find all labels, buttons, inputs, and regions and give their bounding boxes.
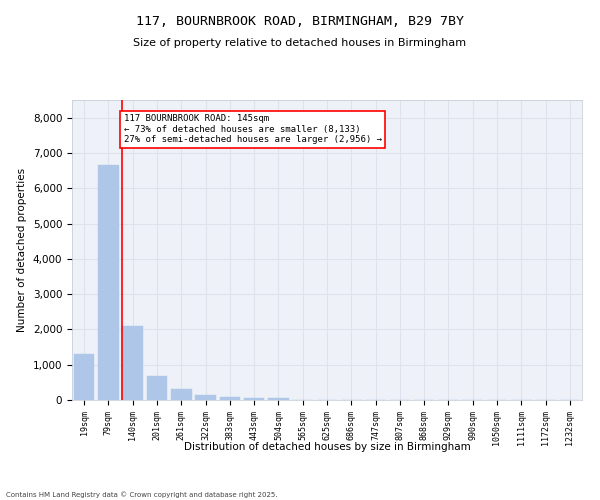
Bar bbox=[122, 326, 143, 400]
Bar bbox=[220, 396, 240, 400]
Y-axis label: Number of detached properties: Number of detached properties bbox=[17, 168, 27, 332]
Bar bbox=[171, 389, 191, 400]
Bar bbox=[74, 354, 94, 400]
Text: Size of property relative to detached houses in Birmingham: Size of property relative to detached ho… bbox=[133, 38, 467, 48]
Bar bbox=[244, 398, 265, 400]
Text: 117 BOURNBROOK ROAD: 145sqm
← 73% of detached houses are smaller (8,133)
27% of : 117 BOURNBROOK ROAD: 145sqm ← 73% of det… bbox=[124, 114, 382, 144]
Text: Distribution of detached houses by size in Birmingham: Distribution of detached houses by size … bbox=[184, 442, 470, 452]
Bar bbox=[98, 166, 119, 400]
Bar bbox=[268, 398, 289, 400]
Text: 117, BOURNBROOK ROAD, BIRMINGHAM, B29 7BY: 117, BOURNBROOK ROAD, BIRMINGHAM, B29 7B… bbox=[136, 15, 464, 28]
Text: Contains HM Land Registry data © Crown copyright and database right 2025.: Contains HM Land Registry data © Crown c… bbox=[6, 491, 277, 498]
Bar bbox=[146, 376, 167, 400]
Bar bbox=[195, 394, 216, 400]
